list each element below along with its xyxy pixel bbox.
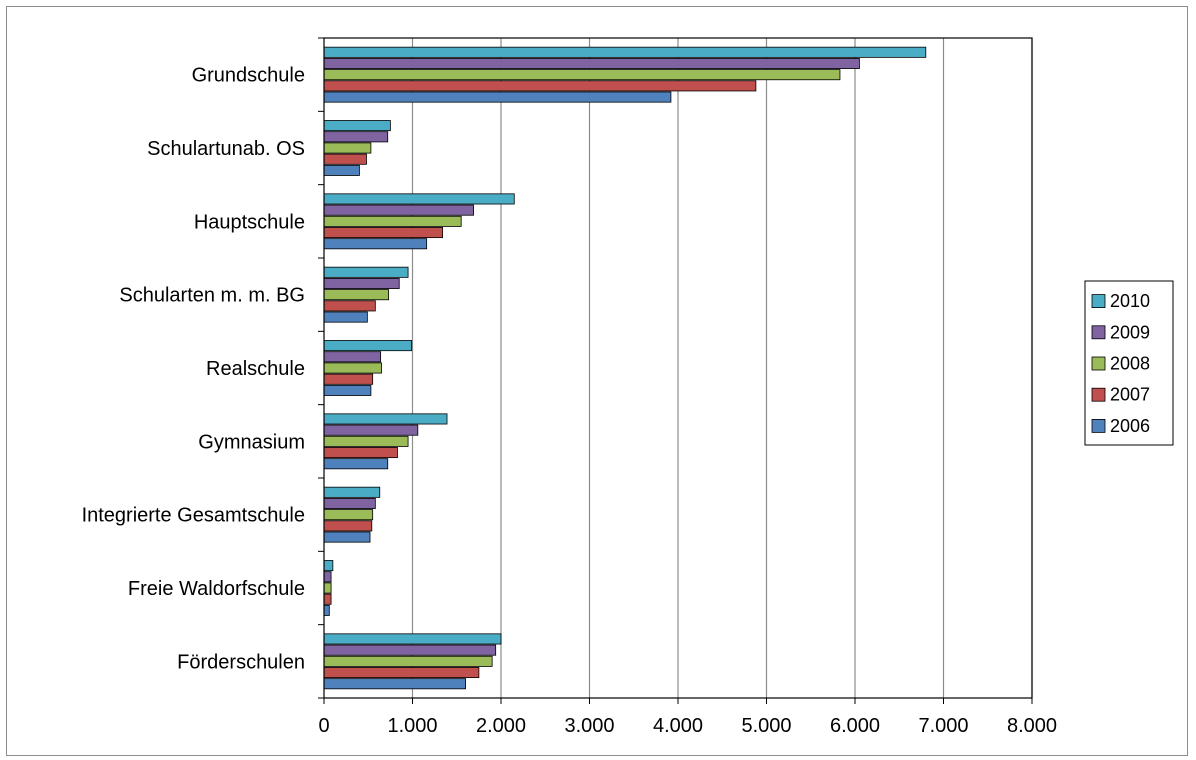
bar: [323, 164, 360, 176]
bar: [323, 153, 367, 165]
bar: [323, 593, 332, 605]
category-labels: Grundschule Schulartunab. OS Hauptschule Sc…: [82, 65, 305, 674]
bar: [323, 497, 376, 509]
x-tick-label: 8.000: [1007, 715, 1057, 737]
category-label: Realschule: [206, 358, 305, 380]
legend-swatch: [1091, 356, 1106, 371]
legend-swatch: [1091, 325, 1106, 340]
category-label: Integrierte Gesamtschule: [82, 505, 305, 527]
legend-label: 2009: [1110, 322, 1150, 342]
bar: [323, 142, 372, 154]
x-tick-label: 7.000: [918, 715, 968, 737]
bar: [323, 238, 428, 250]
bars: [323, 46, 927, 690]
bar: [323, 57, 860, 69]
bar: [323, 413, 448, 425]
bar: [323, 46, 927, 58]
bar: [323, 633, 502, 645]
x-tick-label: 0: [318, 715, 329, 737]
bar: [323, 582, 332, 594]
bar: [323, 604, 330, 616]
x-tick-labels: 0 1.000 2.000 3.000 4.000 5.000 6.000 7.000 8.00…: [318, 715, 1057, 737]
x-tick-label: 3.000: [564, 715, 614, 737]
bar: [323, 655, 493, 667]
bar-chart: Grundschule Schulartunab. OS Hauptschule Sc…: [82, 37, 1174, 737]
bar: [323, 678, 467, 690]
bar: [323, 509, 374, 521]
bar: [323, 458, 389, 470]
bar: [323, 289, 390, 301]
category-label: Schulartunab. OS: [147, 138, 305, 160]
bar: [323, 447, 398, 459]
bar: [323, 91, 672, 103]
bar: [323, 351, 382, 363]
axes: [318, 37, 1033, 704]
bar: [323, 520, 373, 532]
bar: [323, 227, 443, 239]
bar: [323, 69, 841, 81]
bar: [323, 266, 409, 278]
bar: [323, 340, 413, 352]
bar: [323, 215, 462, 227]
x-tick-label: 2.000: [476, 715, 526, 737]
x-tick-label: 6.000: [830, 715, 880, 737]
bar: [323, 424, 419, 436]
category-label: Gymnasium: [198, 431, 305, 453]
legend-label: 2007: [1110, 385, 1150, 405]
gridlines: [411, 38, 1033, 698]
category-label: Hauptschule: [194, 211, 305, 233]
legend-swatch: [1091, 387, 1106, 402]
legend-label: 2008: [1110, 354, 1150, 374]
legend: 2010 2009 2008 2007 2006: [1084, 280, 1174, 446]
bar: [323, 384, 372, 396]
legend-swatch: [1091, 294, 1106, 309]
bar: [323, 531, 371, 543]
bar: [323, 120, 391, 132]
bar: [323, 667, 480, 679]
bar: [323, 193, 515, 205]
x-tick-label: 5.000: [741, 715, 791, 737]
bar: [323, 204, 474, 216]
bar: [323, 435, 409, 447]
bar: [323, 300, 376, 312]
legend-label: 2010: [1110, 291, 1150, 311]
bar: [323, 131, 389, 143]
category-label: Freie Waldorfschule: [128, 578, 305, 600]
bar: [323, 373, 374, 385]
x-tick-label: 1.000: [387, 715, 437, 737]
bar: [323, 277, 400, 289]
x-tick-label: 4.000: [653, 715, 703, 737]
bar: [323, 486, 381, 498]
bar: [323, 571, 332, 583]
chart-frame: Grundschule Schulartunab. OS Hauptschule Sc…: [6, 6, 1188, 756]
legend-label: 2006: [1110, 416, 1150, 436]
category-label: Förderschulen: [177, 651, 305, 673]
bar: [323, 80, 757, 92]
category-label: Schularten m. m. BG: [119, 285, 305, 307]
bar: [323, 362, 382, 374]
category-label: Grundschule: [192, 65, 305, 87]
legend-swatch: [1091, 418, 1106, 433]
bar: [323, 644, 497, 656]
bar: [323, 560, 334, 572]
bar: [323, 311, 368, 323]
